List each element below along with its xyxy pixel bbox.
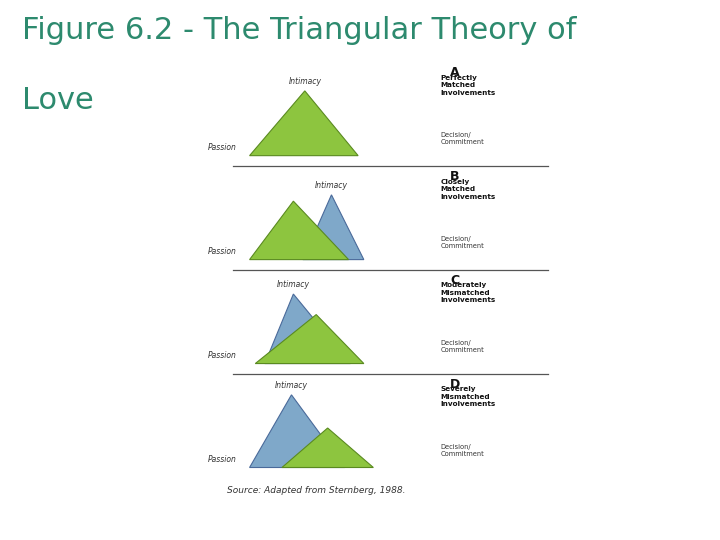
Text: Intimacy: Intimacy (315, 181, 348, 190)
Text: Intimacy: Intimacy (277, 280, 310, 289)
Polygon shape (256, 315, 364, 363)
Polygon shape (265, 294, 351, 363)
Text: Passion: Passion (208, 455, 237, 464)
Polygon shape (250, 395, 345, 468)
Text: A: A (451, 66, 460, 79)
Text: Decision/
Commitment: Decision/ Commitment (441, 340, 484, 353)
Text: D: D (451, 378, 461, 391)
Text: Passion: Passion (208, 247, 237, 256)
Text: Decision/
Commitment: Decision/ Commitment (441, 132, 484, 145)
Text: Severely
Mismatched
Involvements: Severely Mismatched Involvements (441, 387, 495, 407)
Polygon shape (250, 91, 358, 156)
Text: Intimacy: Intimacy (288, 77, 321, 86)
Text: Decision/
Commitment: Decision/ Commitment (441, 444, 484, 457)
Text: Moderately
Mismatched
Involvements: Moderately Mismatched Involvements (441, 282, 495, 303)
Text: Perfectly
Matched
Involvements: Perfectly Matched Involvements (441, 75, 495, 96)
Text: Passion: Passion (208, 351, 237, 360)
Text: Intimacy: Intimacy (275, 381, 308, 390)
Polygon shape (282, 428, 374, 468)
Text: Source: Adapted from Sternberg, 1988.: Source: Adapted from Sternberg, 1988. (227, 486, 405, 495)
Text: Figure 6.2 - The Triangular Theory of: Figure 6.2 - The Triangular Theory of (22, 16, 576, 45)
Text: Love: Love (22, 86, 94, 116)
Text: Passion: Passion (208, 143, 237, 152)
Polygon shape (303, 195, 364, 260)
Text: PEARSON: PEARSON (569, 502, 702, 526)
Text: Marriages and Families: Changes,
Choices and Constraints, 8e: Marriages and Families: Changes, Choices… (11, 504, 163, 525)
Text: Decision/
Commitment: Decision/ Commitment (441, 236, 484, 249)
Text: C: C (451, 274, 459, 287)
Polygon shape (250, 201, 348, 260)
Text: © 2015, 2012, 2011 by Pearson Education, Inc. All rights reserved.: © 2015, 2012, 2011 by Pearson Education,… (198, 510, 479, 519)
Text: Closely
Matched
Involvements: Closely Matched Involvements (441, 179, 495, 199)
Text: B: B (451, 170, 460, 183)
